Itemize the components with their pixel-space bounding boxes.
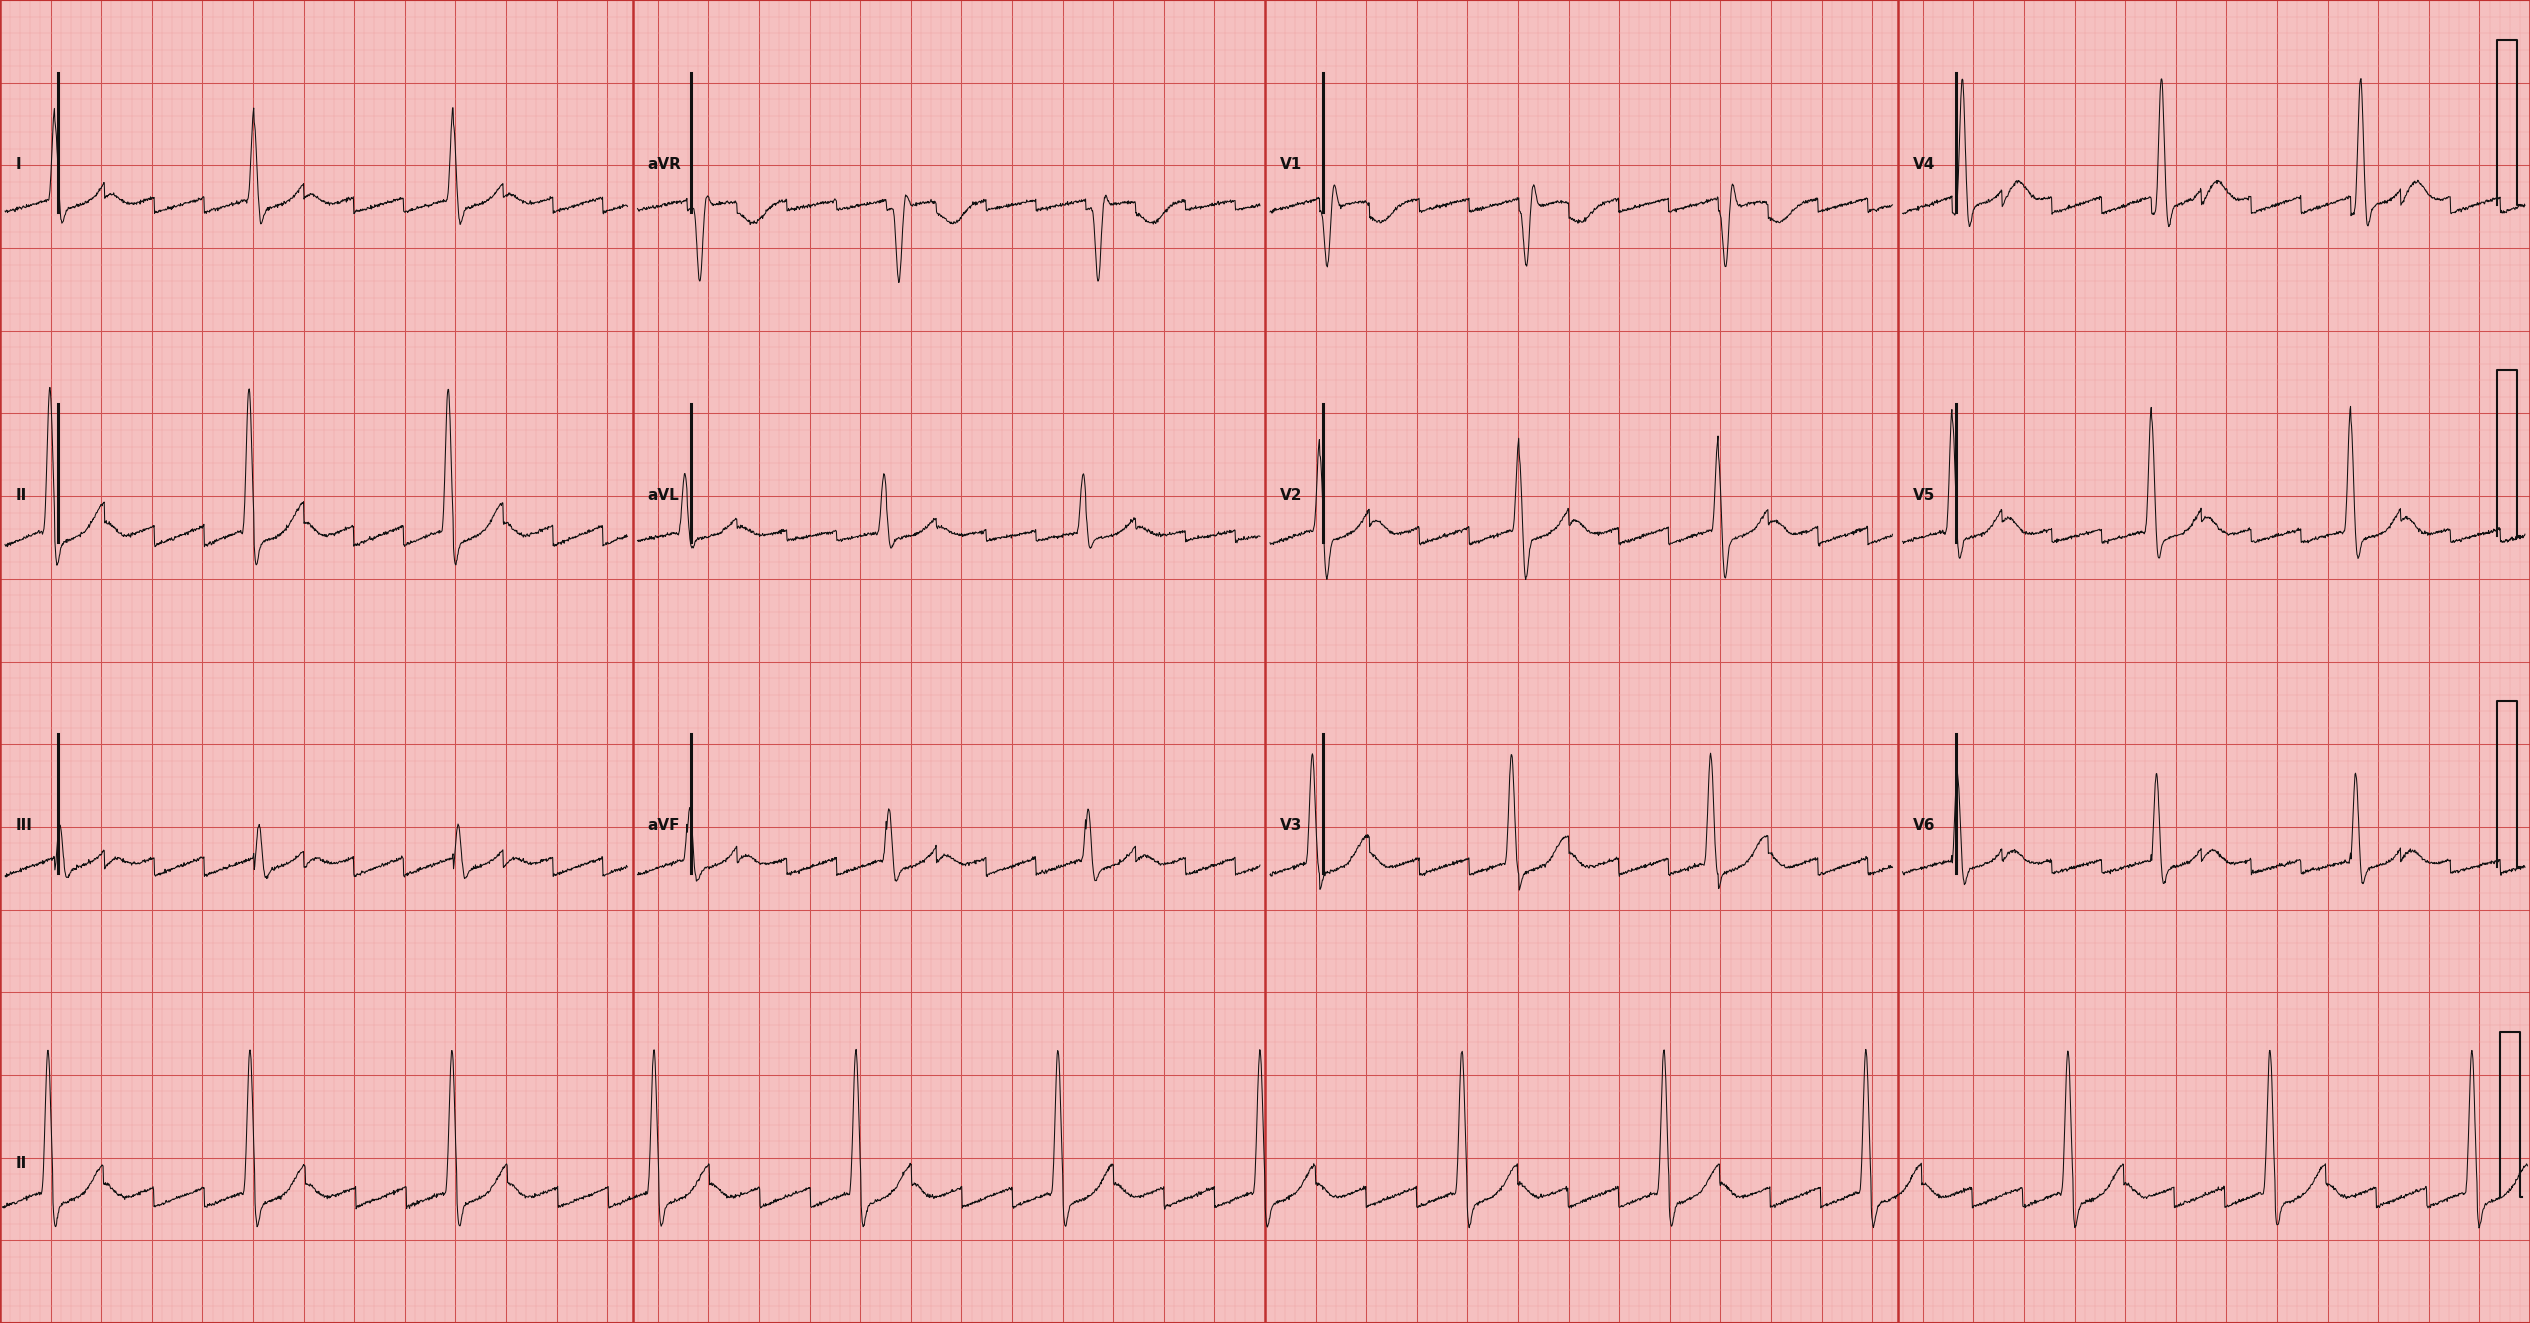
Text: aVF: aVF <box>648 819 681 833</box>
Text: aVL: aVL <box>648 488 681 503</box>
Text: aVR: aVR <box>648 157 681 172</box>
Text: V4: V4 <box>1913 157 1935 172</box>
Text: V5: V5 <box>1913 488 1935 503</box>
Text: V3: V3 <box>1280 819 1303 833</box>
Text: III: III <box>15 819 33 833</box>
Text: I: I <box>15 157 20 172</box>
Text: II: II <box>15 488 25 503</box>
Text: V2: V2 <box>1280 488 1303 503</box>
Text: II: II <box>15 1156 25 1171</box>
Text: V1: V1 <box>1280 157 1303 172</box>
Text: V6: V6 <box>1913 819 1935 833</box>
